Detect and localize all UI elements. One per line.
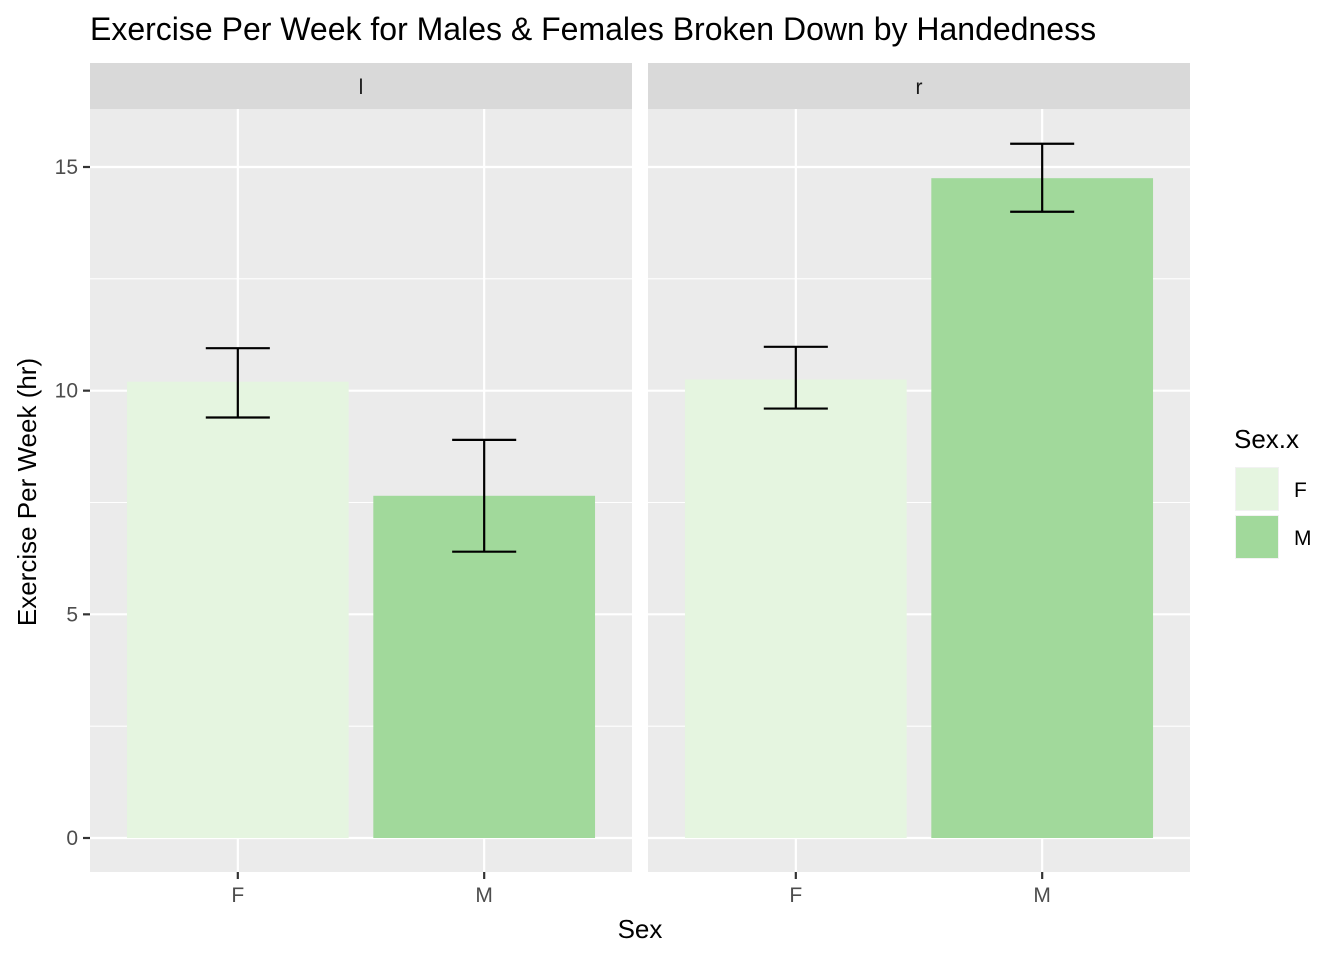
x-tick-label: M: [1033, 884, 1051, 907]
y-axis-title: Exercise Per Week (hr): [12, 358, 42, 626]
legend-label-F: F: [1294, 479, 1307, 502]
legend-key-F: [1236, 468, 1278, 510]
facet-strip-label: r: [916, 76, 923, 99]
errorbar-l-M: [452, 438, 517, 553]
x-axis-title: Sex: [618, 914, 663, 944]
x-tick-label: F: [789, 884, 802, 907]
facet-panel-l: l F M: [90, 63, 632, 907]
y-axis: 0 5 10 15: [55, 156, 90, 850]
chart-title: Exercise Per Week for Males & Females Br…: [90, 11, 1096, 47]
y-tick-label: 15: [55, 156, 78, 179]
bar-r-F: [684, 379, 907, 838]
errorbar-r-F: [763, 345, 828, 410]
bar-r-M: [931, 178, 1154, 838]
bar-l-F: [126, 381, 349, 838]
legend-title: Sex.x: [1234, 424, 1299, 454]
facet-strip-label: l: [359, 76, 364, 99]
legend-key-M: [1236, 516, 1278, 558]
facet-strip: [90, 63, 632, 109]
legend: Sex.x F M: [1234, 424, 1312, 559]
facets: l F Mr F M: [90, 63, 1190, 907]
facet-panel-r: r F M: [648, 63, 1190, 907]
errorbar-l-F: [205, 347, 270, 419]
x-tick-label: F: [231, 884, 244, 907]
y-tick-label: 0: [66, 827, 78, 850]
bar-l-M: [373, 495, 596, 838]
legend-label-M: M: [1294, 527, 1312, 550]
y-tick-label: 5: [66, 603, 78, 626]
facet-strip: [648, 63, 1190, 109]
y-tick-label: 10: [55, 380, 78, 403]
errorbar-r-M: [1010, 142, 1075, 213]
x-tick-label: M: [475, 884, 493, 907]
